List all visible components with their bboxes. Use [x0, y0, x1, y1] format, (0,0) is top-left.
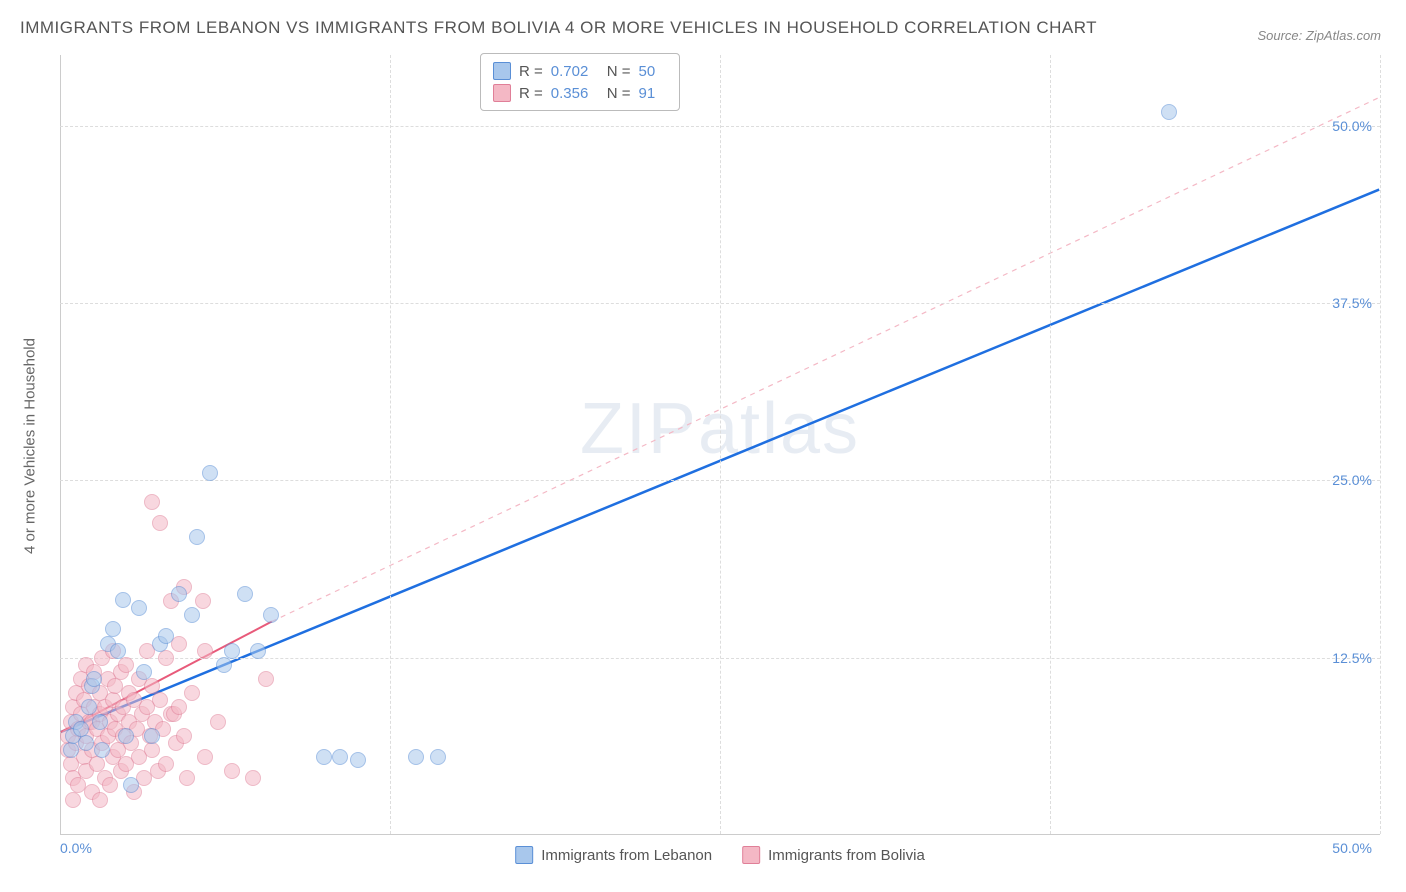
- scatter-point: [171, 699, 187, 715]
- scatter-point: [152, 515, 168, 531]
- scatter-point: [158, 650, 174, 666]
- scatter-point: [81, 699, 97, 715]
- scatter-point: [65, 792, 81, 808]
- stat-n-value: 50: [639, 63, 667, 80]
- scatter-point: [263, 607, 279, 623]
- x-max-label: 50.0%: [1332, 840, 1372, 856]
- stat-r-label: R =: [519, 63, 543, 80]
- scatter-point: [250, 643, 266, 659]
- scatter-point: [430, 749, 446, 765]
- scatter-point: [123, 777, 139, 793]
- scatter-point: [197, 749, 213, 765]
- stat-row: R = 0.356 N = 91: [493, 82, 667, 104]
- x-origin-label: 0.0%: [60, 840, 92, 856]
- scatter-point: [152, 692, 168, 708]
- stat-r-value: 0.356: [551, 85, 599, 102]
- grid-line-v: [720, 55, 721, 834]
- chart-title: IMMIGRANTS FROM LEBANON VS IMMIGRANTS FR…: [20, 18, 1097, 38]
- y-tick-label: 50.0%: [1332, 118, 1372, 134]
- scatter-point: [176, 728, 192, 744]
- legend-swatch-lebanon: [515, 846, 533, 864]
- chart-area: ZIPatlas 0.0% 50.0% R =0.702N =50R =0.35…: [60, 55, 1380, 835]
- scatter-point: [144, 742, 160, 758]
- scatter-point: [158, 628, 174, 644]
- y-tick-label: 37.5%: [1332, 295, 1372, 311]
- y-tick-label: 12.5%: [1332, 650, 1372, 666]
- stat-n-label: N =: [607, 85, 631, 102]
- scatter-point: [94, 742, 110, 758]
- scatter-point: [350, 752, 366, 768]
- legend-label-bolivia: Immigrants from Bolivia: [768, 847, 925, 864]
- scatter-point: [258, 671, 274, 687]
- scatter-point: [92, 714, 108, 730]
- legend-item-bolivia: Immigrants from Bolivia: [742, 846, 925, 864]
- scatter-point: [86, 671, 102, 687]
- scatter-point: [1161, 104, 1177, 120]
- scatter-point: [171, 586, 187, 602]
- scatter-point: [189, 529, 205, 545]
- scatter-point: [184, 607, 200, 623]
- scatter-point: [78, 735, 94, 751]
- scatter-point: [216, 657, 232, 673]
- stat-legend: R = 0.702 N = 50 R = 0.356 N = 91: [480, 53, 680, 111]
- scatter-point: [197, 643, 213, 659]
- scatter-point: [136, 664, 152, 680]
- scatter-point: [408, 749, 424, 765]
- scatter-point: [92, 792, 108, 808]
- grid-line-v: [390, 55, 391, 834]
- scatter-point: [202, 465, 218, 481]
- scatter-point: [332, 749, 348, 765]
- scatter-point: [316, 749, 332, 765]
- scatter-point: [115, 592, 131, 608]
- scatter-point: [144, 494, 160, 510]
- scatter-point: [131, 600, 147, 616]
- stat-swatch: [493, 84, 511, 102]
- scatter-point: [210, 714, 226, 730]
- grid-line-v: [1050, 55, 1051, 834]
- scatter-point: [224, 763, 240, 779]
- scatter-point: [110, 643, 126, 659]
- legend-label-lebanon: Immigrants from Lebanon: [541, 847, 712, 864]
- stat-r-value: 0.702: [551, 63, 599, 80]
- scatter-point: [224, 643, 240, 659]
- scatter-point: [195, 593, 211, 609]
- scatter-point: [118, 657, 134, 673]
- scatter-point: [158, 756, 174, 772]
- stat-n-label: N =: [607, 63, 631, 80]
- stat-r-label: R =: [519, 85, 543, 102]
- y-tick-label: 25.0%: [1332, 472, 1372, 488]
- scatter-point: [179, 770, 195, 786]
- stat-n-value: 91: [639, 85, 667, 102]
- plot-region: ZIPatlas 0.0% 50.0% R =0.702N =50R =0.35…: [60, 55, 1380, 835]
- scatter-point: [63, 742, 79, 758]
- scatter-point: [184, 685, 200, 701]
- grid-line-v: [1380, 55, 1381, 834]
- scatter-point: [118, 728, 134, 744]
- legend-swatch-bolivia: [742, 846, 760, 864]
- series-legend: Immigrants from Lebanon Immigrants from …: [515, 846, 925, 864]
- stat-swatch: [493, 62, 511, 80]
- stat-row: R = 0.702 N = 50: [493, 60, 667, 82]
- source-text: Source: ZipAtlas.com: [1257, 28, 1381, 43]
- legend-item-lebanon: Immigrants from Lebanon: [515, 846, 712, 864]
- scatter-point: [144, 728, 160, 744]
- trend-line: [272, 97, 1379, 621]
- scatter-point: [105, 621, 121, 637]
- scatter-point: [102, 777, 118, 793]
- scatter-point: [237, 586, 253, 602]
- scatter-point: [245, 770, 261, 786]
- y-axis-title: 4 or more Vehicles in Household: [22, 338, 39, 554]
- y-axis-line: [60, 55, 61, 834]
